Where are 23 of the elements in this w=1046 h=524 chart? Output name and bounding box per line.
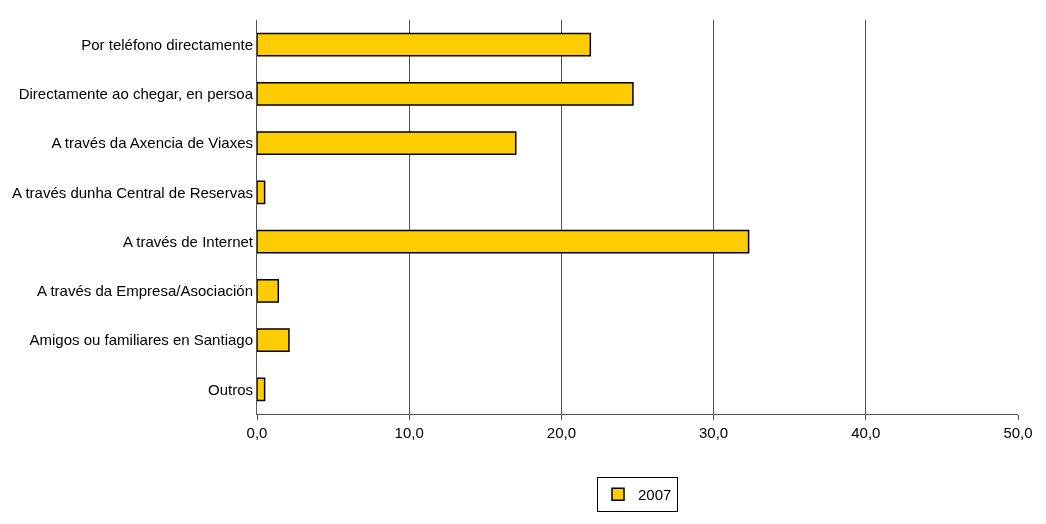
x-tick-label: 40,0 [851,424,881,441]
bar [257,377,266,402]
y-tick-label: Amigos ou familiares en Santiago [29,331,253,349]
y-tick-label: Outros [207,380,253,398]
bar [257,328,290,352]
legend-label: 2007 [638,486,672,504]
bar [257,180,266,205]
x-tick-label: 30,0 [699,424,729,441]
bar [257,82,634,106]
y-tick-label: Directamente ao chegar, en persoa [18,85,254,103]
bar [257,229,750,254]
x-tick-label: 0,0 [246,424,268,441]
x-tick-label: 50,0 [1003,424,1033,441]
y-tick-label: A través da Axencia de Viaxes [51,134,253,152]
bar [257,279,280,303]
y-tick-label: A través de Internet [122,232,254,250]
y-tick-label: A través da Empresa/Asociación [37,282,253,300]
x-tick-label: 20,0 [546,424,576,441]
bar [257,131,517,155]
y-tick-label: A través dunha Central de Reservas [12,183,253,201]
x-tick-label: 10,0 [394,424,424,441]
bar [257,32,592,57]
y-tick-label: Por teléfono directamente [81,35,253,53]
